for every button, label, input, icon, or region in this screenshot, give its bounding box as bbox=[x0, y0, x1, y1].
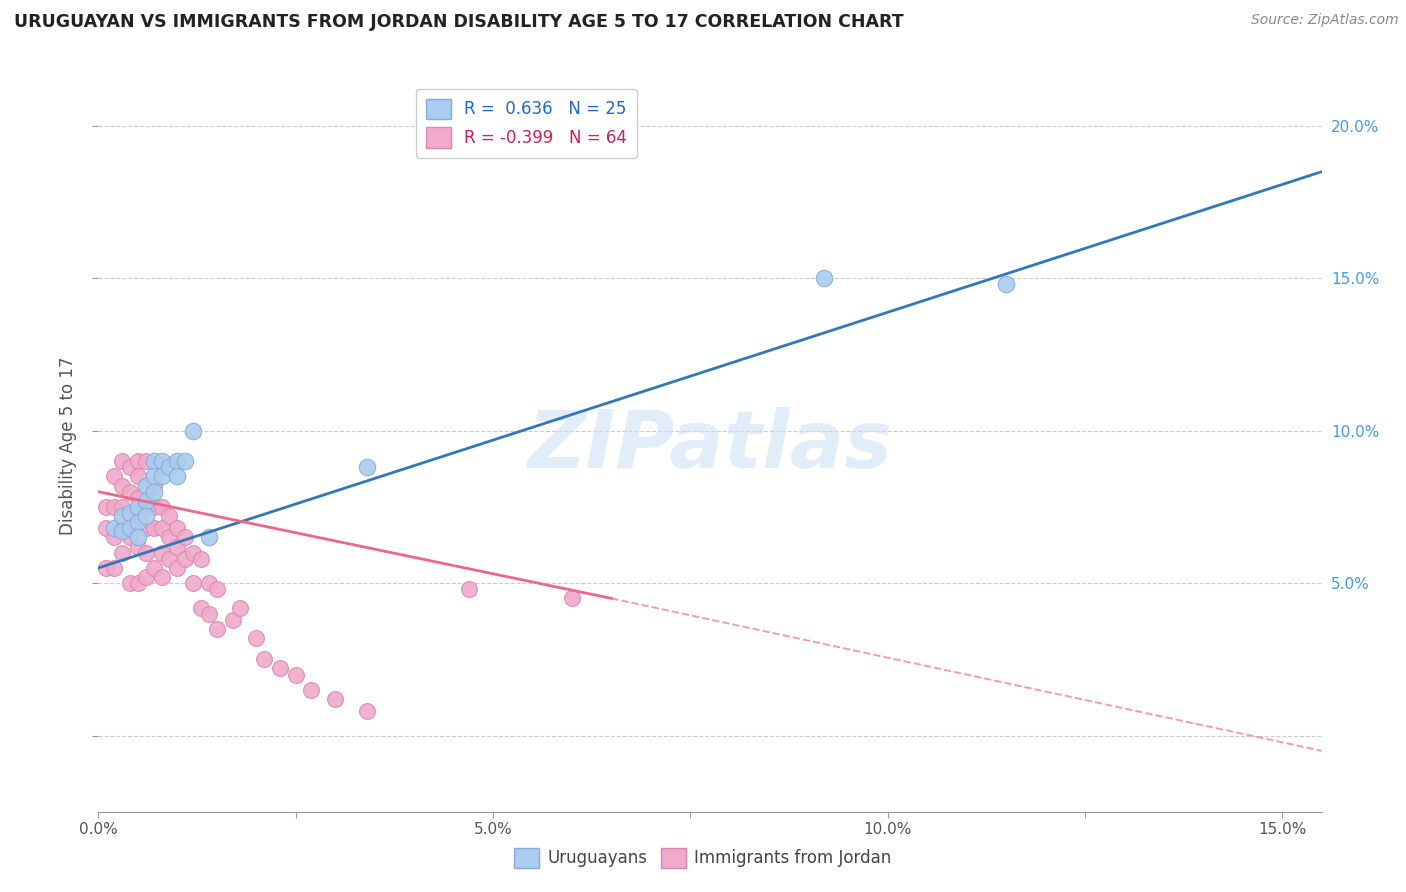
Point bbox=[159, 509, 181, 524]
Point bbox=[118, 509, 141, 524]
Legend: R =  0.636   N = 25, R = -0.399   N = 64: R = 0.636 N = 25, R = -0.399 N = 64 bbox=[416, 88, 637, 158]
Point bbox=[142, 469, 165, 483]
Point bbox=[127, 530, 149, 544]
Point bbox=[181, 546, 204, 560]
Point bbox=[205, 622, 228, 636]
Point bbox=[127, 515, 149, 529]
Point bbox=[205, 582, 228, 597]
Point bbox=[166, 561, 188, 575]
Point bbox=[135, 509, 157, 524]
Point bbox=[181, 576, 204, 591]
Point bbox=[323, 692, 346, 706]
Point bbox=[118, 576, 141, 591]
Text: URUGUAYAN VS IMMIGRANTS FROM JORDAN DISABILITY AGE 5 TO 17 CORRELATION CHART: URUGUAYAN VS IMMIGRANTS FROM JORDAN DISA… bbox=[14, 13, 904, 31]
Point bbox=[111, 521, 134, 535]
Point bbox=[561, 591, 583, 606]
Text: Source: ZipAtlas.com: Source: ZipAtlas.com bbox=[1251, 13, 1399, 28]
Point bbox=[103, 521, 125, 535]
Point bbox=[174, 530, 197, 544]
Point bbox=[150, 454, 173, 468]
Point bbox=[166, 469, 188, 483]
Point bbox=[118, 506, 141, 520]
Text: ZIPatlas: ZIPatlas bbox=[527, 407, 893, 485]
Point bbox=[127, 469, 149, 483]
Point bbox=[221, 613, 243, 627]
Point bbox=[181, 424, 204, 438]
Point bbox=[994, 277, 1017, 292]
Point bbox=[127, 515, 149, 529]
Point bbox=[142, 484, 165, 499]
Point bbox=[96, 561, 118, 575]
Point bbox=[190, 600, 212, 615]
Point bbox=[135, 478, 157, 492]
Point bbox=[96, 500, 118, 514]
Point bbox=[103, 561, 125, 575]
Y-axis label: Disability Age 5 to 17: Disability Age 5 to 17 bbox=[59, 357, 77, 535]
Point bbox=[118, 460, 141, 475]
Point bbox=[103, 469, 125, 483]
Point bbox=[166, 540, 188, 554]
Point bbox=[135, 500, 157, 514]
Point bbox=[253, 652, 276, 666]
Point bbox=[269, 661, 291, 675]
Point bbox=[159, 551, 181, 566]
Point bbox=[118, 521, 141, 535]
Point bbox=[135, 454, 157, 468]
Point bbox=[813, 271, 835, 285]
Point bbox=[166, 454, 188, 468]
Point bbox=[150, 570, 173, 584]
Point bbox=[111, 454, 134, 468]
Point bbox=[111, 546, 134, 560]
Point bbox=[198, 530, 221, 544]
Point bbox=[190, 551, 212, 566]
Point bbox=[174, 454, 197, 468]
Point bbox=[159, 530, 181, 544]
Point bbox=[159, 460, 181, 475]
Point bbox=[174, 551, 197, 566]
Point bbox=[135, 521, 157, 535]
Point bbox=[150, 521, 173, 535]
Point bbox=[135, 570, 157, 584]
Point bbox=[127, 576, 149, 591]
Point bbox=[135, 478, 157, 492]
Point bbox=[111, 524, 134, 539]
Point bbox=[118, 530, 141, 544]
Point bbox=[103, 500, 125, 514]
Point bbox=[111, 478, 134, 492]
Point bbox=[127, 540, 149, 554]
Point bbox=[127, 454, 149, 468]
Point bbox=[150, 500, 173, 514]
Point bbox=[142, 521, 165, 535]
Point bbox=[229, 600, 252, 615]
Point bbox=[135, 546, 157, 560]
Point bbox=[150, 546, 173, 560]
Point bbox=[356, 460, 378, 475]
Point bbox=[356, 704, 378, 718]
Point bbox=[142, 561, 165, 575]
Point bbox=[103, 530, 125, 544]
Point bbox=[166, 521, 188, 535]
Point bbox=[198, 607, 221, 621]
Point bbox=[458, 582, 481, 597]
Point bbox=[127, 491, 149, 505]
Point bbox=[127, 500, 149, 514]
Point bbox=[142, 454, 165, 468]
Point bbox=[111, 500, 134, 514]
Point bbox=[142, 478, 165, 492]
Point bbox=[301, 682, 323, 697]
Point bbox=[284, 667, 307, 681]
Point bbox=[245, 631, 267, 645]
Point bbox=[135, 493, 157, 508]
Point bbox=[142, 500, 165, 514]
Point bbox=[198, 576, 221, 591]
Point bbox=[96, 521, 118, 535]
Point bbox=[111, 509, 134, 524]
Point bbox=[150, 469, 173, 483]
Legend: Uruguayans, Immigrants from Jordan: Uruguayans, Immigrants from Jordan bbox=[508, 841, 898, 875]
Point bbox=[118, 484, 141, 499]
